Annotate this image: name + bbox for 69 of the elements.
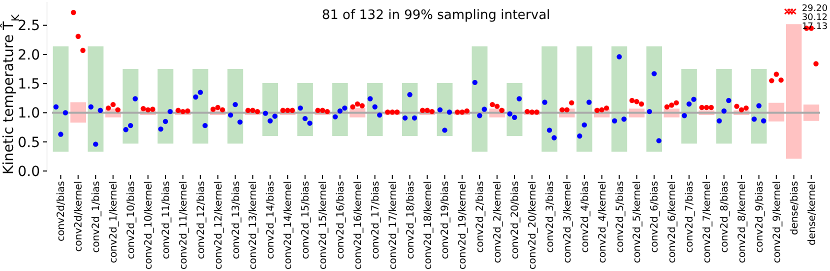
y-tick-label: 0.5: [18, 134, 40, 151]
bar: [158, 69, 174, 144]
y-tick-label: 0.0: [18, 164, 40, 180]
bar: [576, 46, 592, 152]
bar: [611, 46, 628, 152]
x-tick-label: conv2d_13/kernel: [248, 181, 260, 270]
bar: [122, 69, 138, 144]
x-tick-label: conv2d_6/bias: [650, 181, 661, 253]
x-tick-label: conv2d_4/kernel: [597, 181, 608, 264]
x-tick-label: conv2d_3/kernel: [562, 181, 574, 264]
x-tick-label: conv2d_5/kernel: [632, 181, 644, 264]
bar: [542, 46, 558, 152]
y-tick-label: 1.0: [18, 106, 40, 122]
x-tick-label: conv2d_9/bias: [754, 181, 766, 253]
x-tick-label: conv2d_7/kernel: [702, 181, 714, 264]
x-tick-label: conv2d_8/kernel: [736, 181, 748, 264]
x-tick-label: conv2d_18/bias: [405, 181, 416, 260]
bar: [786, 24, 802, 159]
x-tick-label: conv2d_1/kernel: [108, 181, 120, 264]
x-tick-label: conv2d_14/kernel: [283, 181, 294, 270]
x-tick-label: conv2d_19/bias: [440, 181, 452, 260]
bar: [716, 69, 732, 144]
x-tick-label: conv2d_15/kernel: [318, 181, 330, 270]
x-tick-label: conv2d/kernel: [74, 181, 85, 252]
x-tick-label: conv2d_11/kernel: [178, 181, 190, 270]
x-tick-label: conv2d_16/kernel: [352, 181, 364, 270]
x-tick-label: conv2d_14/bias: [266, 181, 277, 260]
x-tick-label: conv2d_4/bias: [580, 181, 591, 253]
bar: [751, 69, 767, 144]
x-tick-label: conv2d/bias: [56, 181, 68, 242]
x-tick-label: conv2d_8/bias: [720, 181, 730, 253]
x-tick-label: conv2d_15/bias: [300, 181, 312, 260]
bar: [227, 69, 244, 144]
y-tick-label: 1.5: [18, 76, 40, 92]
x-tick-label: conv2d_12/bias: [196, 181, 207, 260]
x-tick-label: conv2d_2/bias: [475, 181, 486, 253]
x-tick-label: conv2d_19/kernel: [458, 181, 469, 270]
x-tick-label: conv2d_7/bias: [684, 181, 696, 253]
x-tick-label: conv2d_13/bias: [230, 181, 242, 260]
x-tick-label: dense/bias: [789, 181, 800, 236]
x-tick-label: conv2d_6/kernel: [667, 181, 678, 264]
x-tick-label: dense/kernel: [806, 181, 818, 246]
x-tick-label: conv2d_1/bias: [91, 181, 102, 253]
x-tick-label: conv2d_18/kernel: [422, 181, 434, 270]
bar: [472, 46, 488, 152]
x-tick-label: conv2d_2/kernel: [492, 181, 504, 264]
x-tick-label: conv2d_3/bias: [544, 181, 556, 253]
bar: [681, 69, 697, 144]
annotation: 30.12: [802, 13, 828, 24]
x-tick-label: conv2d_16/bias: [336, 181, 346, 260]
x-tick-label: conv2d_5/bias: [614, 181, 626, 253]
y-tick-label: 2.0: [18, 47, 40, 64]
bar: [192, 69, 208, 144]
x-tick-label: conv2d_9/kernel: [772, 181, 783, 264]
x-tick-label: conv2d_17/bias: [370, 181, 382, 260]
text: 81 of 132 in 99% sampling interval: [322, 8, 550, 23]
x-tick-label: conv2d_10/bias: [126, 181, 138, 260]
annotation: 17.13: [802, 22, 828, 32]
x-tick-label: conv2d_12/kernel: [213, 181, 224, 270]
x-tick-label: conv2d_11/bias: [160, 181, 172, 260]
x-tick-label: conv2d_17/kernel: [388, 181, 399, 270]
x-tick-label: conv2d_20/bias: [510, 181, 522, 260]
y-tick-label: 2.5: [18, 18, 40, 34]
bar: [88, 46, 104, 152]
x-tick-label: conv2d_20/kernel: [528, 181, 538, 270]
x-tick-label: conv2d_10/kernel: [144, 181, 154, 270]
bar: [52, 46, 69, 152]
annotation: 29.20: [802, 4, 828, 14]
bar: [646, 46, 662, 152]
